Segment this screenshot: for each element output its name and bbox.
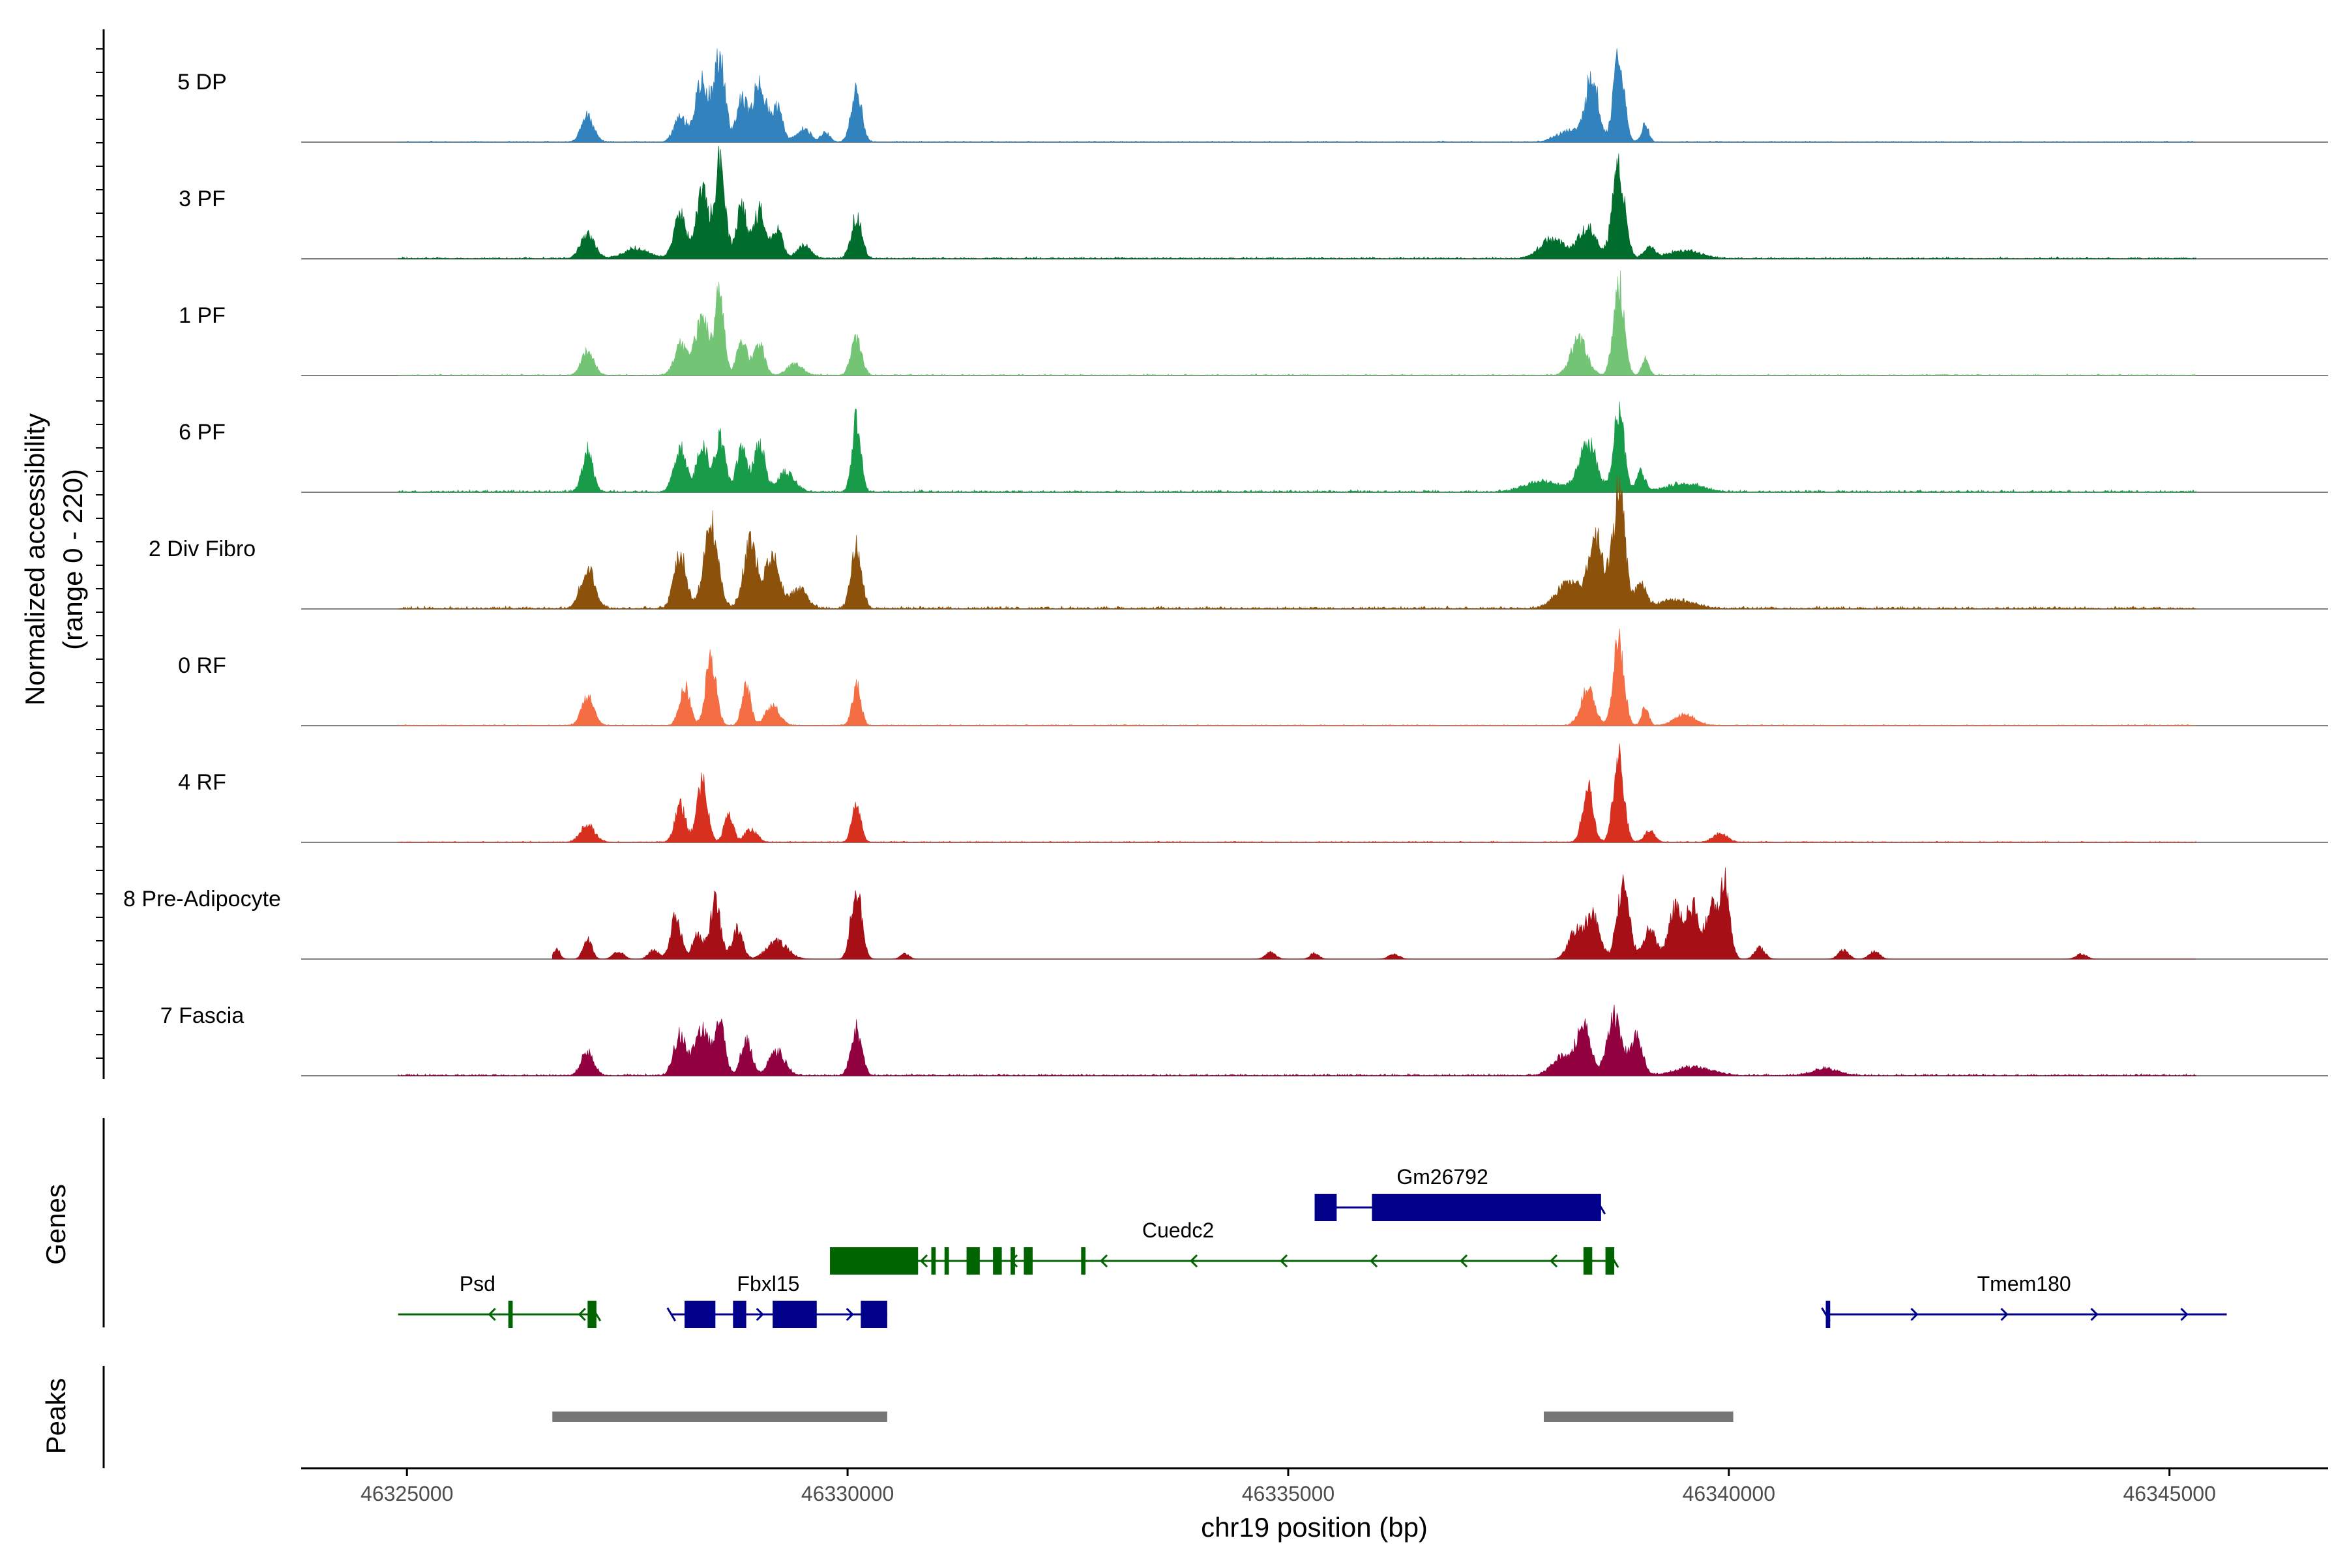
strand-arrow	[756, 1307, 764, 1322]
gene-label: Tmem180	[1977, 1272, 2071, 1295]
gene-exon	[685, 1301, 716, 1328]
coverage-tracks: 5 DP 3 PF 1 PF 6 PF 2 Div Fibro 0 RF 4 RF 8 Pre…	[123, 48, 2328, 1076]
strand-arrow	[1459, 1254, 1468, 1268]
gene-exon	[993, 1247, 1002, 1275]
gene-label: Cuedc2	[1142, 1219, 1214, 1242]
track-label: 5 DP	[177, 70, 227, 95]
gene-exon	[861, 1301, 887, 1328]
track-1: 5 DP	[177, 48, 2328, 143]
gene-psd: Psd	[398, 1272, 602, 1328]
gene-exon	[830, 1247, 919, 1275]
gene-cuedc2: Cuedc2	[830, 1219, 1619, 1275]
track-label: 2 Div Fibro	[149, 537, 256, 561]
track-label: 0 RF	[178, 653, 226, 678]
track-label: 1 PF	[179, 303, 226, 328]
track-8: 8 Pre-Adipocyte	[123, 867, 2328, 960]
gene-exon	[966, 1247, 980, 1275]
track-5: 2 Div Fibro	[149, 475, 2328, 610]
track-label: 4 RF	[178, 770, 226, 795]
strand-arrow	[488, 1307, 496, 1322]
track-label: 6 PF	[179, 420, 226, 445]
track-6: 0 RF	[178, 629, 2328, 726]
x-tick-label: 46325000	[361, 1482, 453, 1505]
coverage-area	[398, 1004, 2196, 1076]
peak-regions-track	[552, 1412, 1734, 1422]
strand-arrow	[1099, 1254, 1108, 1268]
coverage-area	[552, 867, 2196, 960]
strand-arrow	[1369, 1254, 1378, 1268]
y-axis-title-line1: Normalized accessibility	[20, 413, 50, 705]
track-4: 6 PF	[179, 401, 2328, 493]
strand-arrow	[1279, 1254, 1288, 1268]
strand-arrow	[2180, 1307, 2189, 1322]
gene-exon	[1024, 1247, 1033, 1275]
strand-arrow	[1549, 1254, 1558, 1268]
strand-arrow	[919, 1254, 928, 1268]
x-tick-label: 46340000	[1683, 1482, 1775, 1505]
strand-arrow	[578, 1307, 586, 1322]
x-tick-label: 46330000	[801, 1482, 894, 1505]
coverage-area	[398, 270, 2196, 376]
x-axis-title: chr19 position (bp)	[1201, 1512, 1428, 1543]
gene-label: Fbxl15	[737, 1272, 799, 1295]
coverage-y-ticks	[96, 48, 104, 1059]
gene-exon	[587, 1301, 597, 1328]
genes-label: Genes	[40, 1184, 71, 1265]
gene-exon	[944, 1247, 949, 1275]
peak-region	[552, 1412, 887, 1422]
strand-arrow	[1910, 1307, 1919, 1322]
gene-exon	[1011, 1247, 1015, 1275]
strand-arrow	[846, 1307, 854, 1322]
strand-arrow	[2090, 1307, 2099, 1322]
track-label: 3 PF	[179, 186, 226, 211]
coverage-area	[398, 475, 2196, 610]
y-axis-range: (range 0 - 220)	[57, 469, 88, 650]
gene-fbxl15: Fbxl15	[666, 1272, 887, 1328]
gene-gm26792: Gm26792	[1314, 1165, 1606, 1221]
x-tick-label: 46345000	[2123, 1482, 2215, 1505]
coverage-area	[398, 401, 2196, 493]
gene-exon	[773, 1301, 817, 1328]
coverage-area	[398, 145, 2196, 259]
track-9: 7 Fascia	[160, 1003, 2328, 1076]
strand-arrow	[1189, 1254, 1198, 1268]
track-label: 8 Pre-Adipocyte	[123, 887, 281, 911]
coverage-area	[398, 48, 2196, 143]
gene-exon	[1314, 1194, 1337, 1221]
gene-end-mark	[666, 1307, 677, 1322]
strand-arrow	[2000, 1307, 2009, 1322]
y-axis-title: Normalized accessibility	[20, 413, 50, 705]
track-3: 1 PF	[179, 270, 2328, 376]
gene-label: Psd	[460, 1272, 495, 1295]
gene-tmem180: Tmem180	[1821, 1272, 2227, 1328]
gene-annotation-track: Gm26792 Cuedc2 Psd Fbxl15 Tmem180	[398, 1165, 2227, 1328]
peak-region	[1543, 1412, 1734, 1422]
gene-label: Gm26792	[1396, 1165, 1488, 1189]
coverage-area	[398, 743, 2196, 843]
gene-exon	[931, 1247, 936, 1275]
gene-exon	[733, 1301, 746, 1328]
peaks-label: Peaks	[40, 1378, 71, 1455]
gene-exon	[1372, 1194, 1601, 1221]
x-axis: 46325000 46330000 46335000 46340000 46345000	[361, 1468, 2216, 1505]
gene-exon	[508, 1301, 513, 1328]
gene-exon	[1081, 1247, 1086, 1275]
track-7: 4 RF	[178, 743, 2328, 843]
track-2: 3 PF	[179, 145, 2328, 259]
gene-exon	[1825, 1301, 1831, 1328]
track-label: 7 Fascia	[160, 1003, 244, 1028]
coverage-area	[398, 629, 2196, 726]
gene-exon	[1583, 1247, 1593, 1275]
gene-exon	[1605, 1247, 1615, 1275]
x-tick-label: 46335000	[1242, 1482, 1335, 1505]
